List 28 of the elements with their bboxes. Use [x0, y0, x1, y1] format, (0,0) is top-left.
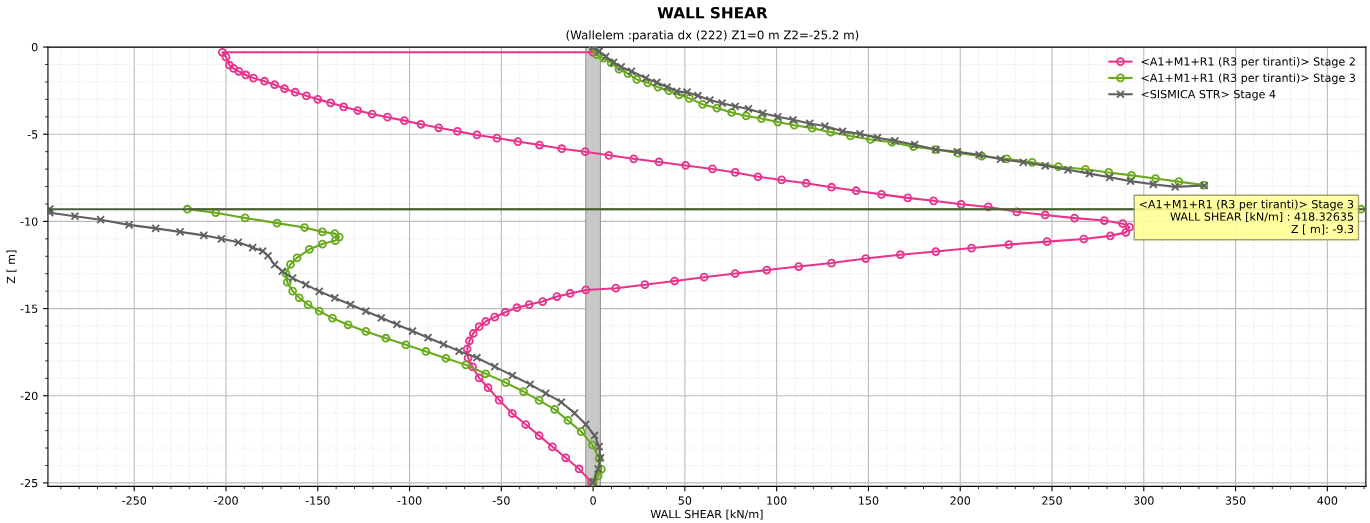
x-tick-label: 350 [1225, 496, 1246, 505]
y-tick-label: -15 [20, 304, 38, 313]
y-tick-label: -10 [20, 217, 38, 226]
y-tick-label: -5 [27, 130, 38, 139]
y-tick-label: 0 [31, 43, 38, 52]
x-tick-label: 50 [678, 496, 692, 505]
x-tick-label: -200 [213, 496, 238, 505]
legend-label: <SISMICA STR> Stage 4 [1141, 89, 1276, 101]
x-tick-label: 100 [767, 496, 787, 505]
x-tick-label: 150 [859, 496, 879, 505]
x-tick-label: 0 [590, 496, 596, 505]
x-tick-label: 250 [1042, 496, 1062, 505]
y-axis-title: Z [ m] [6, 250, 17, 284]
x-tick-label: -50 [492, 496, 510, 505]
legend-label: <A1+M1+R1 (R3 per tiranti)> Stage 3 [1141, 73, 1355, 85]
x-tick-label: 400 [1317, 496, 1338, 505]
chart-title: WALL SHEAR [657, 6, 768, 19]
legend-label: <A1+M1+R1 (R3 per tiranti)> Stage 2 [1141, 57, 1355, 68]
x-tick-label: -100 [397, 496, 422, 505]
y-tick-label: -25 [20, 478, 38, 488]
annotation: <A1+M1+R1 (R3 per tiranti)> Stage 3 WALL SHEAR [kN/m] : 418.32635 Z [ m]: -9.3 [1139, 199, 1354, 235]
chart-subtitle: (Wallelem :paratia dx (222) Z1=0 m Z2=-25.2 m) [566, 30, 859, 42]
y-tick-label: -20 [20, 391, 38, 401]
x-tick-label: 200 [950, 496, 971, 505]
x-tick-label: -250 [122, 496, 147, 505]
x-tick-label: -150 [305, 496, 330, 505]
x-tick-label: 300 [1134, 496, 1154, 505]
x-axis-title: WALL SHEAR [kN/m] [650, 509, 763, 520]
